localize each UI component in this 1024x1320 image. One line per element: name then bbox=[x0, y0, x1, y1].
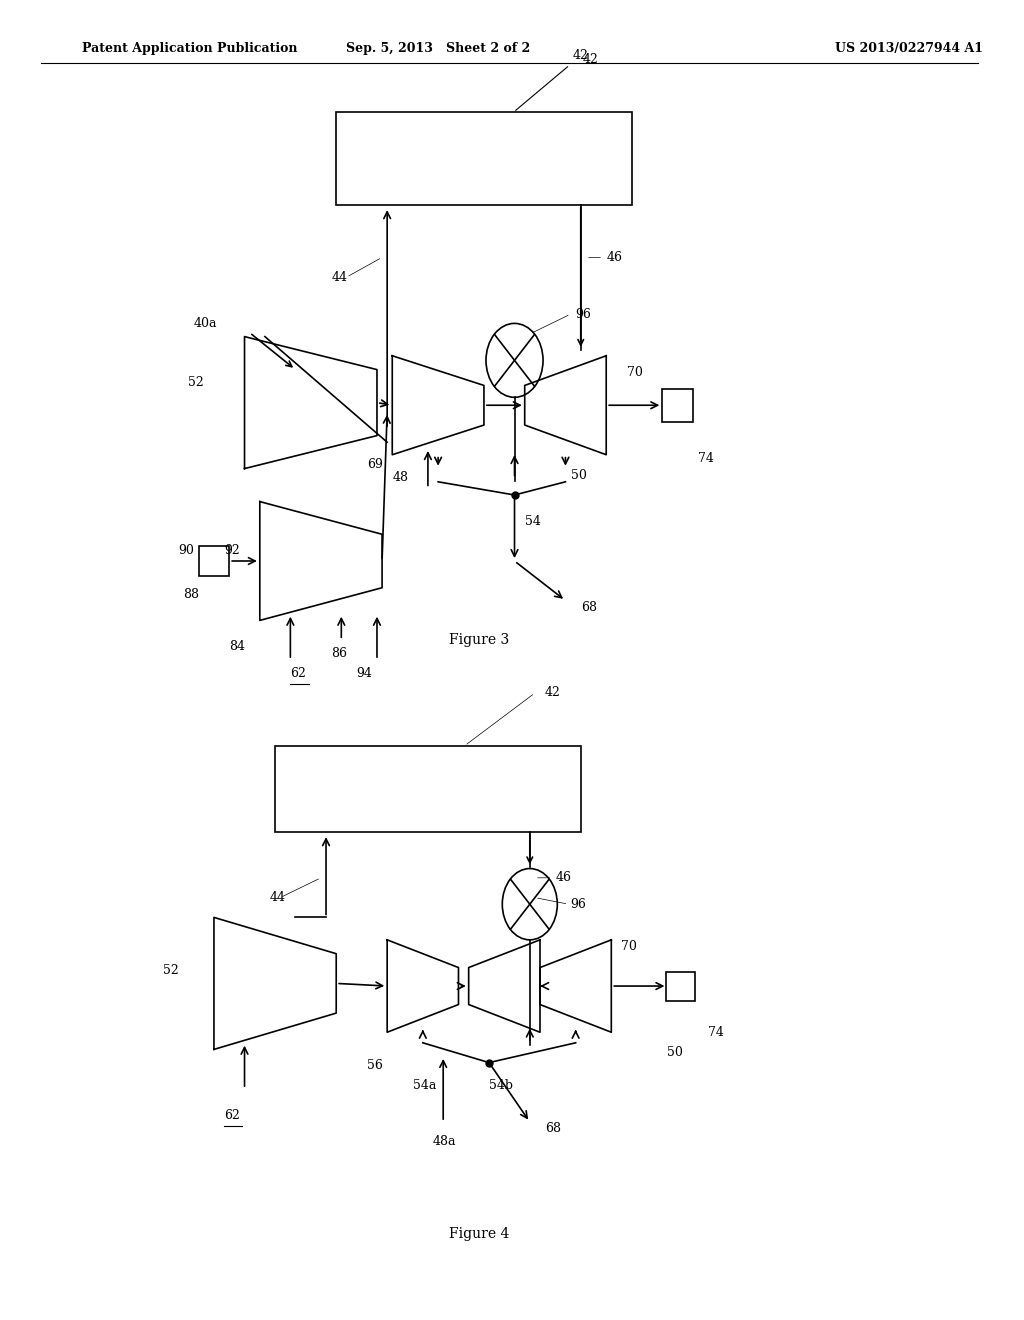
Text: 94: 94 bbox=[356, 667, 373, 680]
Text: Patent Application Publication: Patent Application Publication bbox=[82, 42, 297, 55]
Bar bbox=[199, 546, 229, 576]
Text: 46: 46 bbox=[555, 871, 571, 884]
Text: 54b: 54b bbox=[489, 1078, 513, 1092]
Text: 84: 84 bbox=[229, 640, 245, 653]
Text: 44: 44 bbox=[331, 271, 347, 284]
Text: US 2013/0227944 A1: US 2013/0227944 A1 bbox=[836, 42, 983, 55]
Text: 62: 62 bbox=[224, 1109, 240, 1122]
Text: 90: 90 bbox=[178, 544, 195, 557]
Text: 42: 42 bbox=[516, 49, 589, 111]
Text: 50: 50 bbox=[570, 469, 587, 482]
Text: 74: 74 bbox=[709, 1026, 724, 1039]
Bar bbox=[336, 112, 632, 205]
Text: 48: 48 bbox=[392, 471, 409, 484]
Text: 70: 70 bbox=[622, 940, 637, 953]
Text: 62: 62 bbox=[291, 667, 306, 680]
Text: 96: 96 bbox=[570, 898, 587, 911]
Text: Figure 3: Figure 3 bbox=[449, 634, 509, 647]
Text: Figure 4: Figure 4 bbox=[449, 1228, 509, 1241]
Bar bbox=[275, 746, 581, 832]
Text: 54a: 54a bbox=[413, 1078, 436, 1092]
Text: 40a: 40a bbox=[194, 317, 217, 330]
Text: 54: 54 bbox=[524, 515, 541, 528]
Text: 46: 46 bbox=[606, 251, 623, 264]
Text: 42: 42 bbox=[545, 686, 561, 700]
Text: 86: 86 bbox=[331, 647, 347, 660]
Text: 68: 68 bbox=[545, 1122, 561, 1135]
Bar bbox=[663, 388, 693, 422]
Text: 92: 92 bbox=[224, 544, 240, 557]
Text: 52: 52 bbox=[163, 964, 179, 977]
Bar bbox=[667, 972, 695, 1001]
Text: 88: 88 bbox=[183, 587, 200, 601]
Text: 42: 42 bbox=[583, 53, 599, 66]
Text: 56: 56 bbox=[367, 1059, 383, 1072]
Text: 74: 74 bbox=[698, 451, 714, 465]
Text: 48a: 48a bbox=[433, 1135, 457, 1148]
Text: 44: 44 bbox=[270, 891, 286, 904]
Text: 52: 52 bbox=[188, 376, 204, 389]
Text: 70: 70 bbox=[627, 366, 642, 379]
Text: 69: 69 bbox=[367, 458, 383, 471]
Text: 50: 50 bbox=[668, 1045, 683, 1059]
Text: 68: 68 bbox=[581, 601, 597, 614]
Text: Sep. 5, 2013   Sheet 2 of 2: Sep. 5, 2013 Sheet 2 of 2 bbox=[346, 42, 530, 55]
Text: 96: 96 bbox=[575, 308, 592, 321]
